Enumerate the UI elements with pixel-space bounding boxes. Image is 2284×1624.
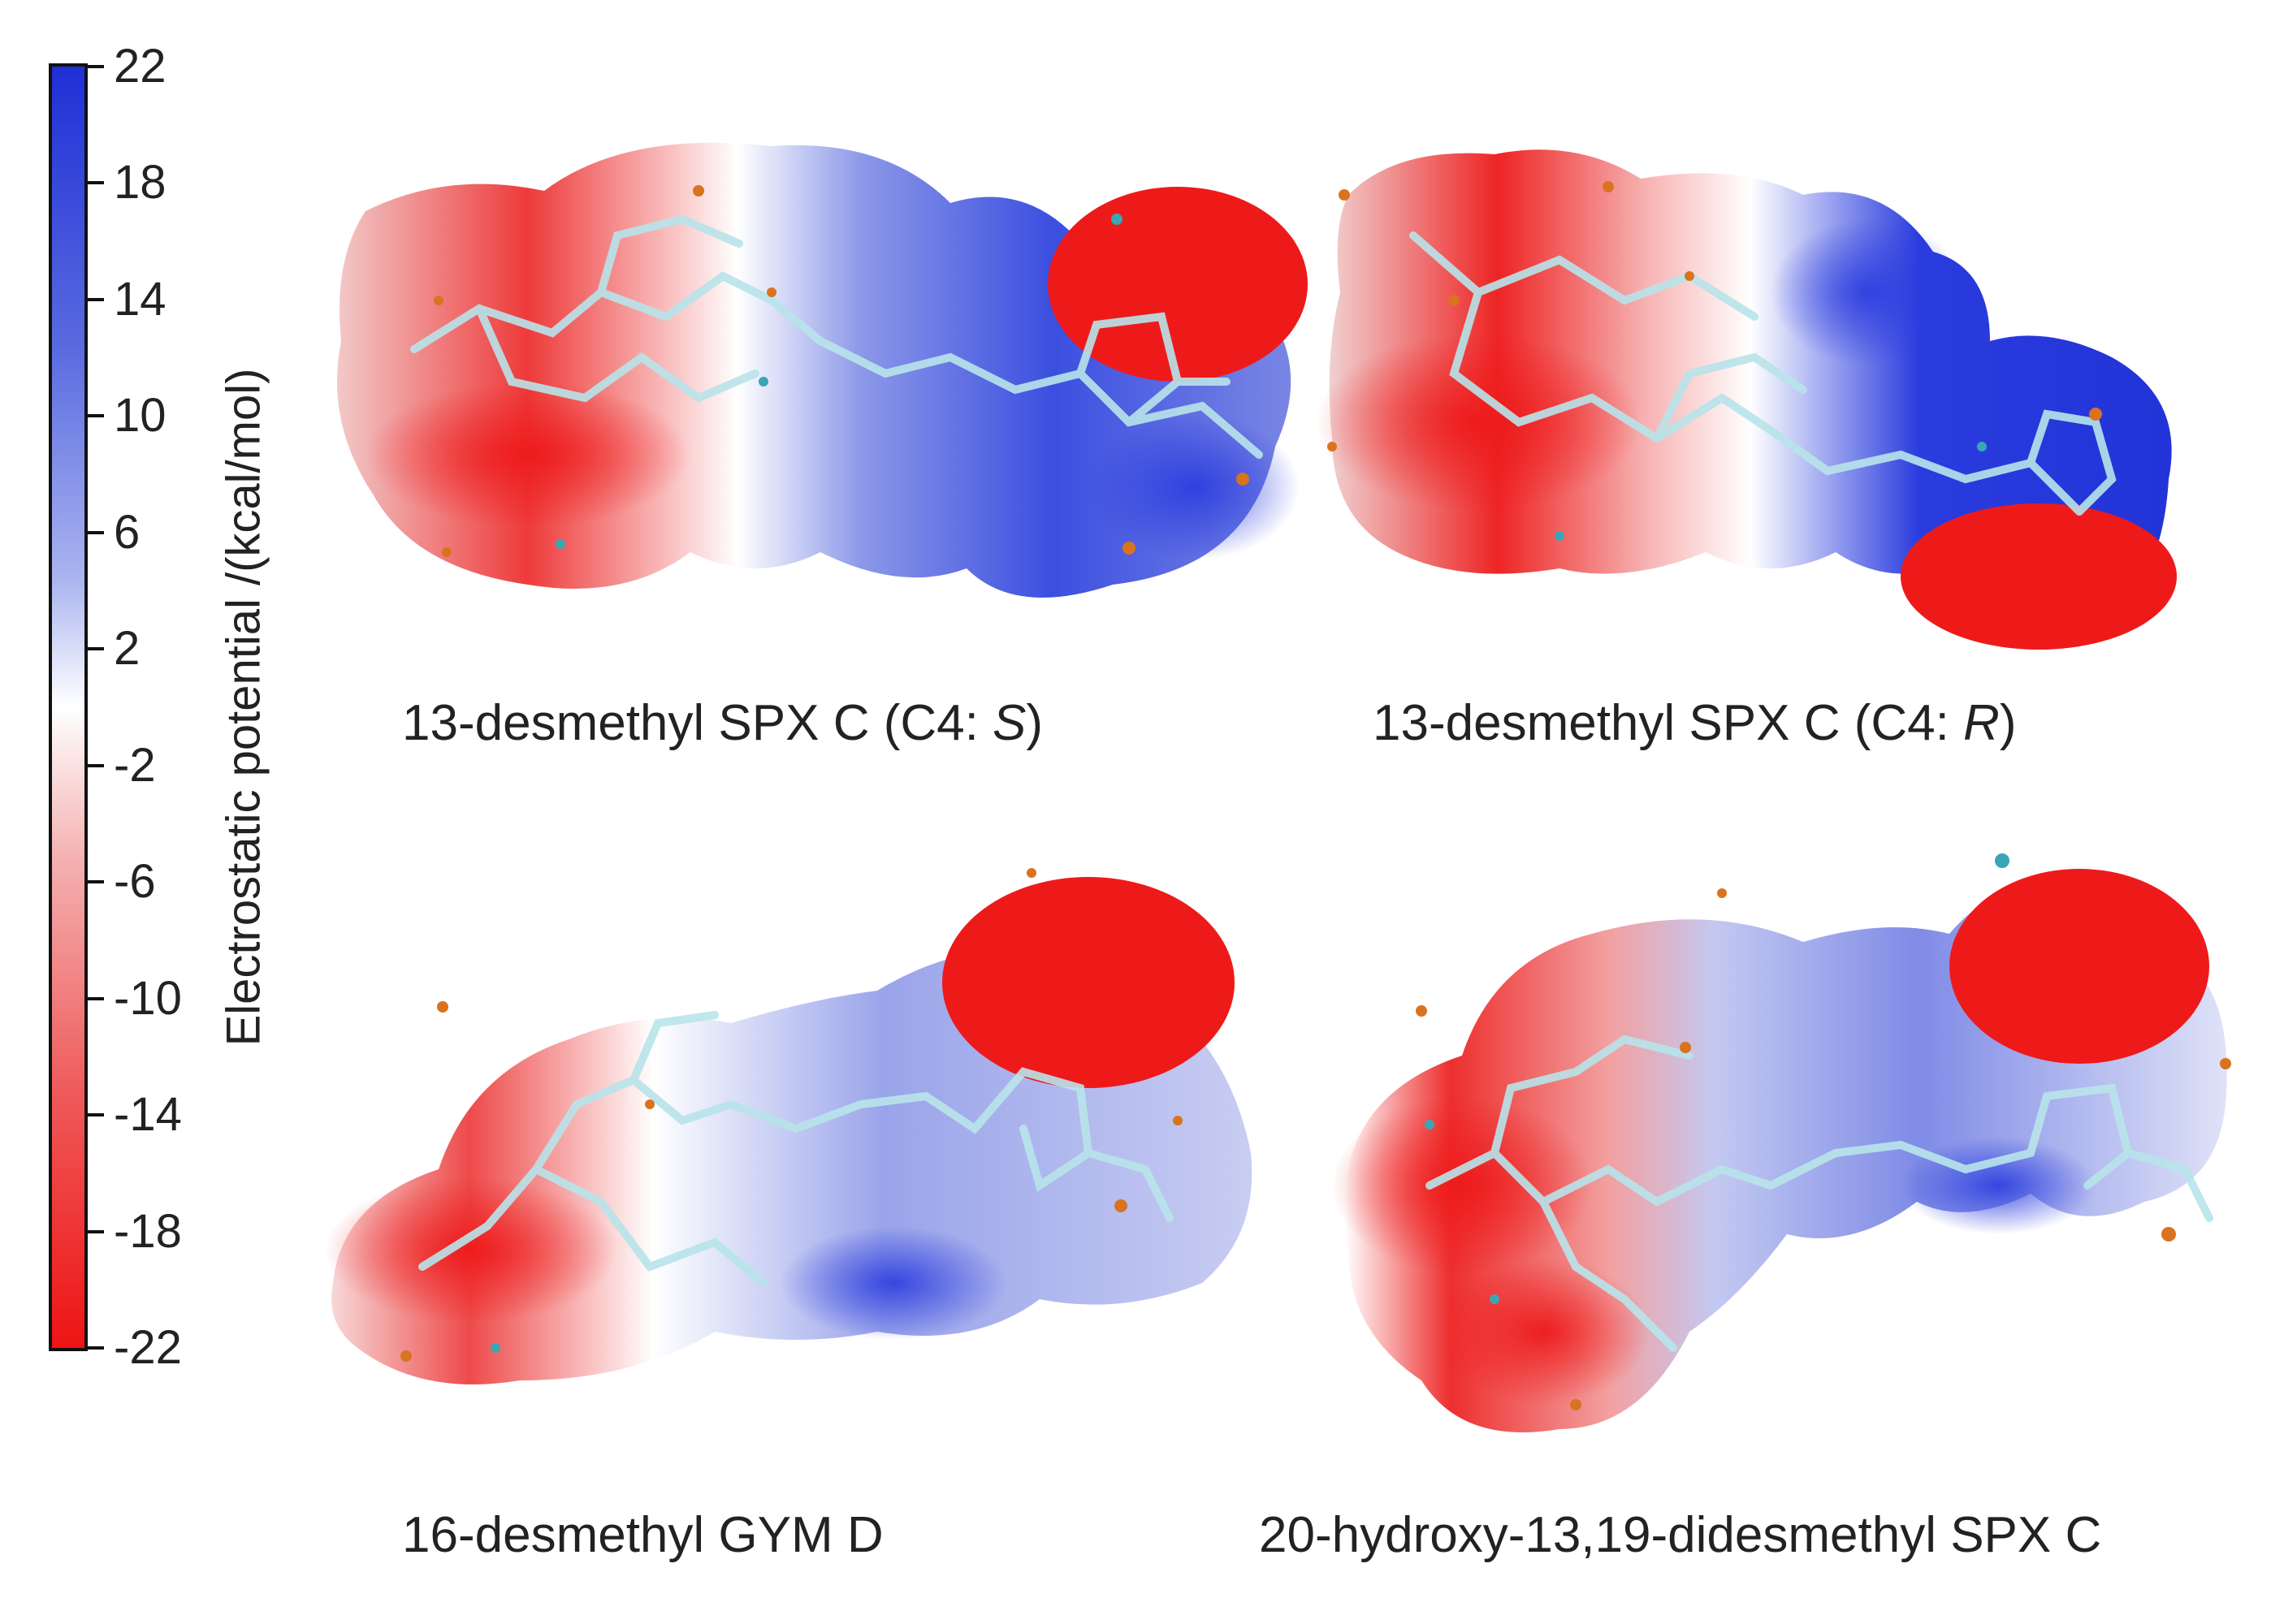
colorbar-tick	[84, 297, 104, 301]
colorbar-tick-label: -14	[114, 1088, 182, 1142]
colorbar-tick-label: 14	[114, 272, 167, 326]
colorbar-tick-label: 6	[114, 505, 141, 559]
colorbar-tick	[84, 880, 104, 884]
colorbar-tick-label: 10	[114, 389, 167, 443]
caption-panel-4: 20-hydroxy-13,19-didesmethyl SPX C	[1259, 1507, 2102, 1563]
colorbar-tick-label: 18	[114, 156, 167, 209]
caption-panel-2: 13-desmethyl SPX C (C4: R)	[1373, 695, 2017, 751]
colorbar-axis-label: Electrostatic potential /(kcal/mol)	[217, 368, 270, 1047]
molecule-panel-3	[309, 861, 1283, 1397]
colorbar-tick	[84, 530, 104, 534]
colorbar-tick	[84, 1346, 104, 1350]
colorbar	[49, 63, 88, 1351]
colorbar-tick-label: -22	[114, 1321, 182, 1374]
molecule-panel-1	[317, 114, 1316, 650]
colorbar-tick	[84, 763, 104, 767]
esp-surface-image	[1332, 853, 2231, 1432]
caption-panel-3: 16-desmethyl GYM D	[402, 1507, 884, 1563]
colorbar-tick-label: 2	[114, 622, 141, 676]
colorbar-tick	[84, 1113, 104, 1117]
caption-panel-1: 13-desmethyl SPX C (C4: S)	[402, 695, 1044, 751]
colorbar-tick	[84, 1229, 104, 1233]
colorbar-tick-label: -2	[114, 738, 156, 792]
molecule-panel-2	[1316, 130, 2193, 666]
esp-surface-image	[1316, 149, 2177, 650]
colorbar-tick	[84, 181, 104, 185]
colorbar-tick-label: -10	[114, 971, 182, 1025]
colorbar-tick-label: -6	[114, 855, 156, 909]
esp-surface-image	[337, 142, 1308, 598]
molecule-panel-4	[1332, 844, 2242, 1462]
colorbar-tick	[84, 647, 104, 651]
colorbar-tick	[84, 996, 104, 1000]
colorbar-tick-label: -18	[114, 1204, 182, 1258]
colorbar-tick-label: 22	[114, 40, 167, 93]
esp-surface-image	[325, 868, 1252, 1384]
colorbar-tick	[84, 414, 104, 418]
colorbar-tick	[84, 65, 104, 68]
